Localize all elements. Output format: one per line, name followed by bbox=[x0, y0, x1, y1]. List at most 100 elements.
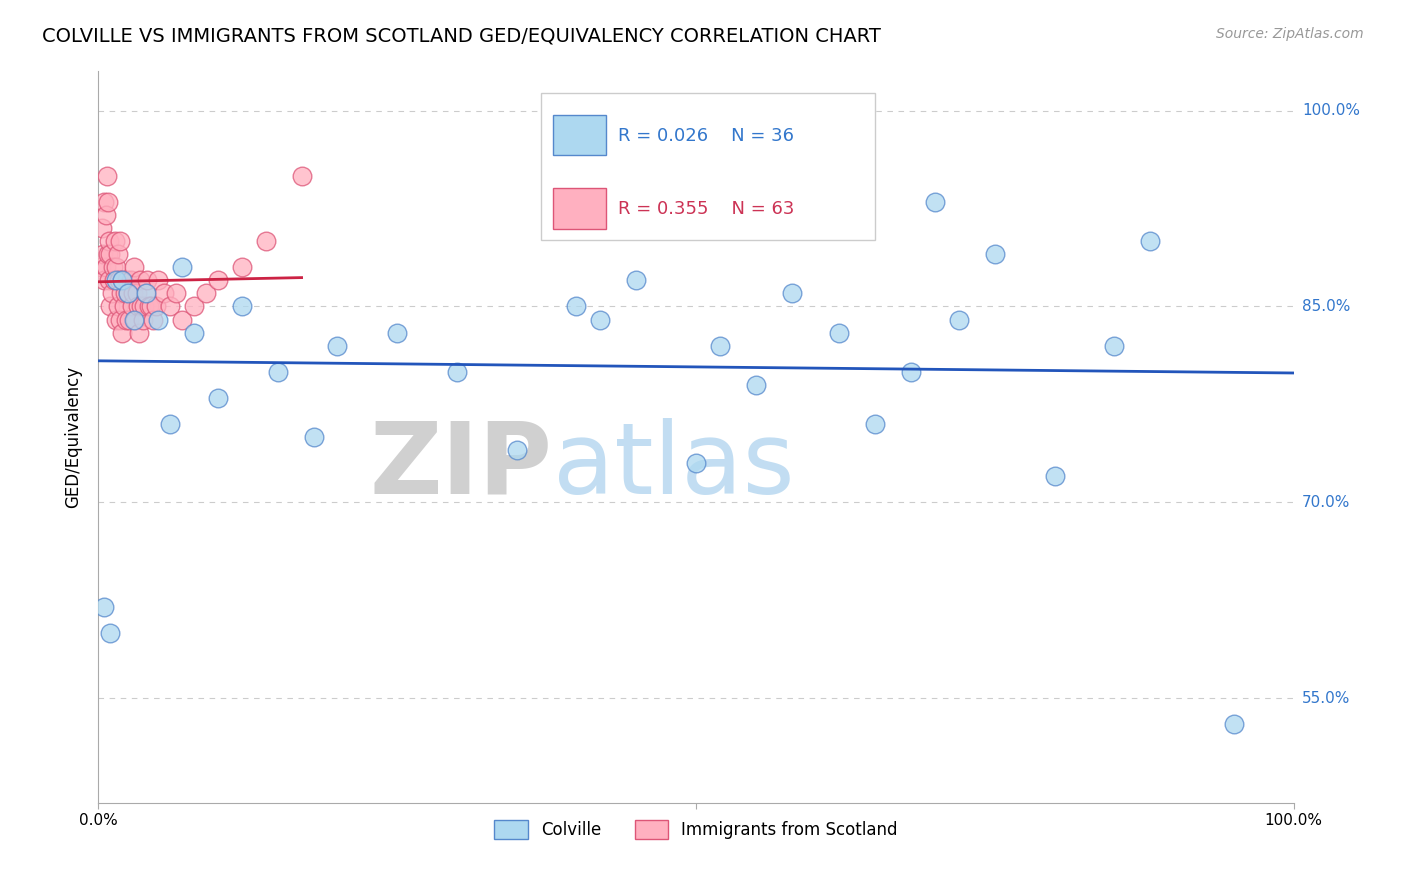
Point bbox=[115, 312, 138, 326]
Point bbox=[145, 300, 167, 314]
Point bbox=[302, 430, 325, 444]
Point bbox=[97, 247, 120, 261]
Point bbox=[135, 286, 157, 301]
Point bbox=[93, 194, 115, 209]
Point bbox=[984, 247, 1007, 261]
Point bbox=[506, 443, 529, 458]
Point bbox=[104, 234, 127, 248]
Point bbox=[231, 300, 253, 314]
Text: COLVILLE VS IMMIGRANTS FROM SCOTLAND GED/EQUIVALENCY CORRELATION CHART: COLVILLE VS IMMIGRANTS FROM SCOTLAND GED… bbox=[42, 27, 882, 45]
Point bbox=[128, 326, 150, 340]
Point bbox=[98, 273, 121, 287]
Point bbox=[685, 456, 707, 470]
Point bbox=[98, 234, 121, 248]
Point bbox=[114, 286, 136, 301]
Point bbox=[565, 300, 588, 314]
Point bbox=[136, 273, 159, 287]
Point bbox=[107, 273, 129, 287]
Point bbox=[131, 312, 153, 326]
Text: ZIP: ZIP bbox=[370, 417, 553, 515]
Point bbox=[111, 326, 134, 340]
Point bbox=[110, 286, 132, 301]
Point bbox=[183, 326, 205, 340]
Point bbox=[93, 273, 115, 287]
Point bbox=[159, 300, 181, 314]
Point bbox=[139, 300, 162, 314]
Point bbox=[93, 599, 115, 614]
Point bbox=[107, 300, 129, 314]
Point bbox=[98, 626, 122, 640]
Point bbox=[122, 286, 145, 301]
Point bbox=[96, 169, 118, 183]
Point bbox=[100, 286, 122, 301]
Point bbox=[98, 300, 122, 314]
Point bbox=[108, 312, 131, 326]
Point bbox=[111, 273, 134, 287]
Point bbox=[135, 286, 157, 301]
Point bbox=[142, 312, 165, 326]
Point bbox=[1043, 469, 1066, 483]
Point bbox=[1139, 234, 1161, 248]
Point bbox=[1104, 339, 1126, 353]
Point bbox=[101, 260, 124, 275]
Y-axis label: GED/Equivalency: GED/Equivalency bbox=[65, 366, 83, 508]
Point bbox=[105, 260, 128, 275]
Text: R = 0.026    N = 36: R = 0.026 N = 36 bbox=[619, 127, 794, 145]
Point bbox=[865, 417, 887, 431]
Point bbox=[127, 300, 149, 314]
Point bbox=[254, 234, 277, 248]
Point bbox=[924, 194, 946, 209]
Point bbox=[124, 312, 146, 326]
Point bbox=[165, 286, 187, 301]
Bar bbox=[553, 188, 606, 228]
Point bbox=[172, 312, 194, 326]
Point bbox=[900, 365, 922, 379]
Point bbox=[103, 273, 125, 287]
Point bbox=[125, 286, 148, 301]
Point bbox=[108, 234, 131, 248]
Point bbox=[385, 326, 409, 340]
Point bbox=[107, 247, 129, 261]
Point bbox=[94, 260, 117, 275]
Point bbox=[148, 312, 170, 326]
Point bbox=[267, 365, 290, 379]
Point bbox=[94, 208, 117, 222]
Point bbox=[745, 377, 768, 392]
Point bbox=[153, 286, 176, 301]
Point bbox=[121, 300, 143, 314]
Point bbox=[148, 273, 170, 287]
Point bbox=[117, 286, 139, 301]
Legend: Colville, Immigrants from Scotland: Colville, Immigrants from Scotland bbox=[488, 814, 904, 846]
Point bbox=[129, 273, 152, 287]
Bar bbox=[553, 115, 606, 155]
Point bbox=[97, 194, 120, 209]
Point bbox=[231, 260, 253, 275]
Point bbox=[105, 312, 128, 326]
Point bbox=[138, 300, 160, 314]
Point bbox=[120, 273, 142, 287]
Point bbox=[131, 300, 153, 314]
Point bbox=[115, 273, 138, 287]
Point bbox=[207, 273, 229, 287]
Point bbox=[91, 221, 114, 235]
Point bbox=[159, 417, 181, 431]
Point bbox=[291, 169, 314, 183]
Point bbox=[1223, 717, 1246, 731]
Point bbox=[195, 286, 218, 301]
Point bbox=[183, 300, 205, 314]
Text: 100.0%: 100.0% bbox=[1302, 103, 1360, 118]
Point bbox=[117, 286, 139, 301]
Point bbox=[326, 339, 349, 353]
Point bbox=[207, 391, 229, 405]
Point bbox=[828, 326, 851, 340]
Point bbox=[446, 365, 468, 379]
Text: 70.0%: 70.0% bbox=[1302, 495, 1350, 510]
Point bbox=[124, 260, 146, 275]
Text: 85.0%: 85.0% bbox=[1302, 299, 1350, 314]
Point bbox=[111, 273, 134, 287]
Point bbox=[709, 339, 731, 353]
Point bbox=[91, 247, 114, 261]
Point bbox=[132, 300, 155, 314]
Point bbox=[112, 300, 135, 314]
Point bbox=[90, 260, 112, 275]
